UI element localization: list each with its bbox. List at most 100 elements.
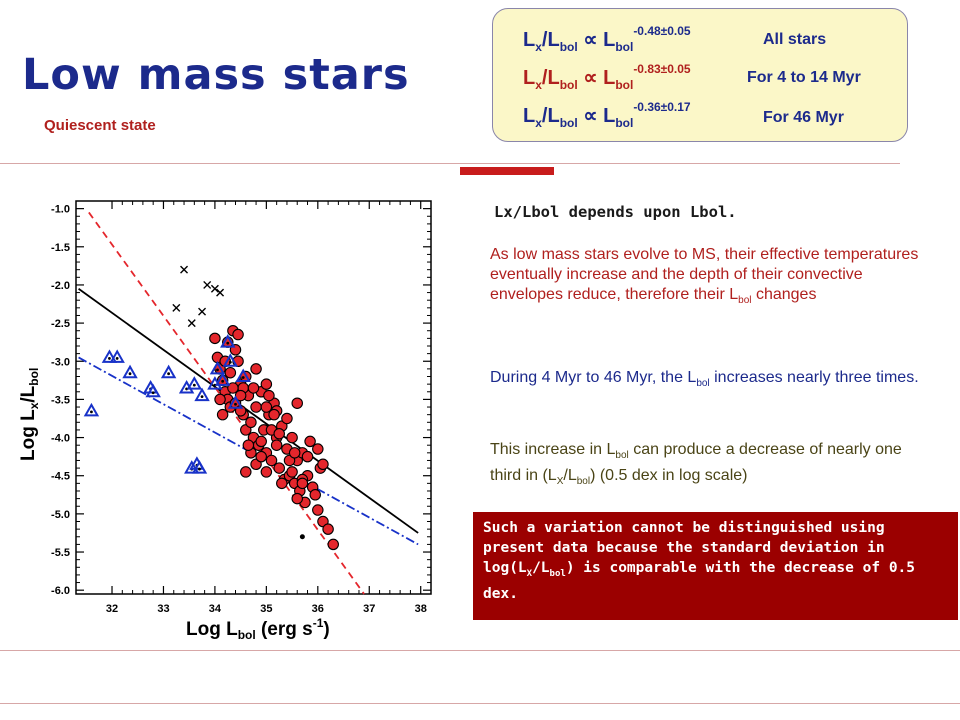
triangle-center-dot — [192, 383, 196, 387]
blue-triangle-point — [109, 349, 125, 363]
paragraph-sub: bol — [615, 450, 629, 462]
slide-subtitle: Quiescent state — [44, 117, 156, 134]
blue-triangle-point — [186, 376, 203, 390]
paragraph-evolution: As low mass stars evolve to MS, their ef… — [490, 245, 930, 311]
relation-row-young: Lx/Lbol ∝ Lbol-0.83±0.05 For 4 to 14 Myr — [523, 62, 861, 92]
red-circle-point — [242, 439, 255, 451]
triangle-center-dot — [228, 360, 232, 364]
red-circle-point — [216, 408, 229, 421]
x-tick-label: 33 — [157, 603, 169, 615]
relation-sub: bol — [559, 116, 578, 130]
relation-label: For 4 to 14 Myr — [747, 69, 861, 86]
paragraph-sub: bol — [696, 378, 710, 390]
y-tick-label: -1.0 — [51, 204, 70, 216]
red-circle-point — [312, 443, 324, 455]
conclusion-text: Such a variation cannot be distinguished… — [483, 520, 885, 576]
conclusion-text: /L — [532, 560, 550, 576]
red-circle-point — [296, 477, 309, 490]
red-circle-point — [301, 450, 314, 463]
paragraph-text: can produce a decrease of nearly one thi… — [490, 441, 902, 485]
paragraph-sub: bol — [576, 476, 591, 488]
red-circle-point — [286, 466, 298, 478]
blue-triangle-point — [209, 360, 226, 375]
blue-triangle-point — [184, 460, 200, 474]
y-tick-label: -1.5 — [51, 242, 70, 254]
red-circle-point — [255, 450, 267, 463]
slide-title: Low mass stars — [22, 50, 410, 100]
divider-bottom-2 — [0, 703, 960, 704]
cross-stroke — [210, 284, 219, 293]
triangle-center-dot — [216, 368, 219, 372]
blue-triangle-point — [160, 364, 177, 379]
relation-label: All stars — [763, 31, 827, 48]
y-tick-label: -4.5 — [51, 471, 70, 483]
relation-text: ∝ L — [577, 105, 616, 127]
paragraph-text: As low mass stars evolve to MS, their ef… — [490, 246, 919, 303]
relation-sub: x — [535, 40, 542, 54]
blue-triangle-point — [227, 395, 244, 409]
red-circle-point — [250, 363, 262, 375]
red-circle-point — [317, 458, 329, 471]
red-circle-point — [322, 523, 334, 535]
y-tick-label: -6.0 — [51, 585, 70, 597]
paragraph-sub: bol — [738, 295, 752, 307]
paragraph-text: increases nearly three times. — [709, 369, 919, 386]
black-cross-point — [187, 319, 196, 328]
paragraph-sub: X — [556, 476, 564, 488]
cross-stroke — [172, 303, 181, 312]
red-circle-point — [309, 489, 321, 501]
relation-sub: bol — [615, 78, 634, 92]
relation-sub: x — [535, 116, 542, 130]
y-axis-label: Log Lx/Lbol — [18, 368, 41, 461]
triangle-center-dot — [200, 395, 204, 398]
cross-stroke — [187, 319, 196, 328]
conclusion-text: ) is comparable with the decrease of 0.5… — [483, 560, 916, 602]
paragraph-text: During 4 Myr to 46 Myr, the L — [490, 369, 697, 386]
red-circle-point — [304, 435, 316, 448]
red-circle-point — [291, 492, 303, 505]
y-tick-label: -2.0 — [51, 280, 70, 292]
relation-sub: bol — [615, 116, 634, 130]
text-heading: Lx/Lbol depends upon Lbol. — [494, 203, 737, 221]
red-circle-point — [263, 389, 275, 402]
relation-text: L — [523, 67, 536, 89]
black-cross-point — [180, 265, 189, 274]
fit-line-red — [88, 211, 365, 595]
relation-label: For 46 Myr — [763, 109, 844, 126]
x-axis-label: Log Lbol (erg s-1) — [186, 616, 330, 642]
cross-stroke — [203, 280, 212, 289]
x-tick-label: 32 — [106, 603, 118, 615]
blue-triangle-point — [83, 402, 100, 417]
red-circle-point — [270, 439, 283, 451]
red-circle-point — [286, 431, 298, 444]
red-circle-point — [245, 416, 257, 429]
scatter-chart: 32 33 34 35 36 37 38 -1.0 -1.5 -2.0 -2.5 -3.0 -3.5 -4… — [0, 176, 470, 646]
y-tick-label: -3.5 — [51, 394, 70, 406]
triangle-center-dot — [90, 410, 93, 414]
relation-sub: x — [535, 78, 542, 92]
black-cross-point — [210, 284, 219, 293]
paragraph-decrease: This increase in Lbol can produce a decr… — [490, 440, 930, 492]
red-circle-point — [327, 538, 339, 551]
red-circle-point — [273, 427, 285, 440]
black-dot-point — [299, 534, 305, 540]
triangle-center-dot — [213, 383, 217, 387]
red-circle-point — [312, 504, 324, 516]
paragraph-text: changes — [751, 286, 817, 303]
relation-text: L — [523, 105, 536, 127]
relation-exponent: -0.36±0.17 — [633, 100, 691, 115]
chart-svg: 32 33 34 35 36 37 38 -1.0 -1.5 -2.0 -2.5 -3.0 -3.5 -4… — [0, 176, 470, 646]
blue-triangle-point — [194, 387, 210, 402]
accent-bar — [460, 167, 554, 175]
chart-frame — [75, 200, 432, 595]
red-circle-point — [276, 477, 288, 490]
relations-box: Lx/Lbol ∝ Lbol-0.48±0.05 All stars Lx/Lb… — [492, 8, 908, 142]
triangle-center-dot — [151, 391, 155, 395]
fit-line-black — [78, 288, 419, 534]
triangle-center-dot — [185, 387, 189, 391]
red-circle-point — [224, 366, 237, 379]
relation-sub: bol — [559, 40, 578, 54]
x-tick-label: 36 — [312, 603, 324, 615]
red-circle-point — [232, 328, 244, 341]
y-tick-label: -5.0 — [51, 509, 70, 521]
